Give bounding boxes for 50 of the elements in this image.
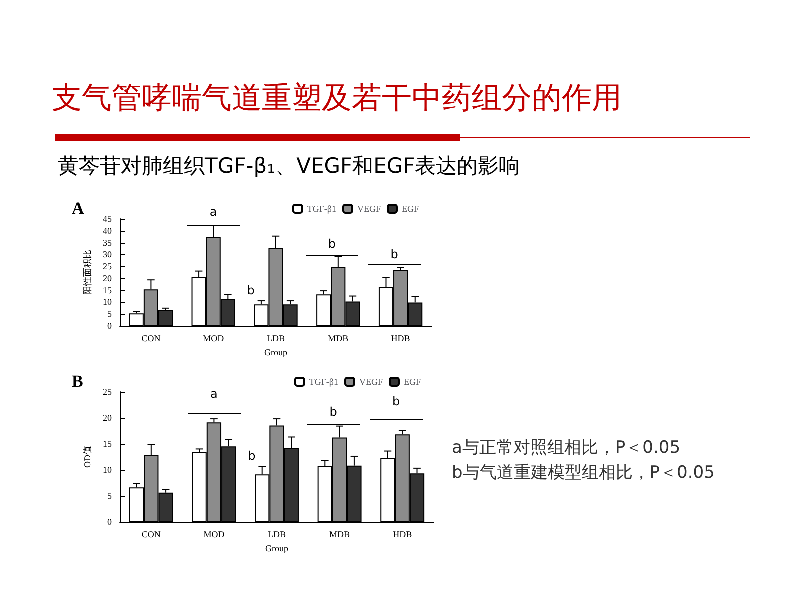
x-tick-label: CON bbox=[142, 530, 162, 540]
text: B bbox=[72, 372, 84, 392]
y-axis-title: OD值 bbox=[82, 446, 93, 468]
y-tick-label: 20 bbox=[103, 413, 112, 423]
y-tick-label: 5 bbox=[108, 491, 112, 501]
x-tick-label: MDB bbox=[330, 530, 350, 540]
y-tick-label: 45 bbox=[103, 214, 112, 224]
text: A bbox=[72, 199, 84, 219]
legend-label: VEGF bbox=[357, 204, 382, 214]
annotation: b bbox=[248, 449, 256, 464]
text: a bbox=[210, 204, 218, 219]
annotation: b bbox=[390, 248, 398, 262]
y-tick-label: 30 bbox=[103, 250, 112, 260]
legend-label: EGF bbox=[402, 204, 420, 214]
x-tick-label: MOD bbox=[203, 334, 225, 344]
x-tick-label: MOD bbox=[204, 530, 226, 540]
x-tick-label: LDB bbox=[268, 530, 286, 540]
legend-label: TGF-β1 bbox=[307, 204, 337, 214]
y-tick-label: 10 bbox=[103, 465, 112, 475]
x-tick-label: HDB bbox=[393, 530, 412, 540]
y-tick-label: 15 bbox=[103, 439, 112, 449]
annotation: b bbox=[328, 236, 336, 251]
y-tick-label: 10 bbox=[103, 297, 112, 308]
y-tick-label: 40 bbox=[103, 226, 112, 236]
y-tick-label: 15 bbox=[103, 285, 112, 296]
legend-label: VEGF bbox=[359, 377, 384, 387]
y-tick-label: 0 bbox=[108, 321, 112, 331]
x-axis-title: Group bbox=[266, 544, 289, 554]
x-tick-label: CON bbox=[142, 334, 162, 344]
x-tick-label: HDB bbox=[391, 334, 410, 344]
y-tick-label: 5 bbox=[108, 309, 112, 320]
legend-label: TGF-β1 bbox=[309, 377, 339, 387]
x-tick-label: LDB bbox=[267, 334, 285, 344]
x-axis-title: Group bbox=[264, 348, 288, 358]
y-axis-title: 阳性面积比 bbox=[82, 250, 93, 295]
y-tick-label: 25 bbox=[103, 387, 112, 397]
annotation: b bbox=[330, 405, 338, 419]
chart-title: 支气管哮喘气道重塑及若干中药组分的作用 bbox=[52, 80, 622, 118]
y-tick-label: 20 bbox=[103, 273, 112, 284]
annotation: a bbox=[210, 386, 218, 401]
y-tick-label: 25 bbox=[103, 262, 112, 272]
text: b与气道重建模型组相比，P＜0.05 bbox=[452, 462, 716, 485]
x-tick-label: MDB bbox=[328, 334, 349, 344]
chart-subtitle: 黄芩苷对肺组织TGF-β₁、VEGF和EGF表达的影响 bbox=[58, 153, 520, 180]
legend-label: EGF bbox=[404, 377, 422, 387]
annotation: b bbox=[392, 394, 400, 409]
text: a与正常对照组相比，P＜0.05 bbox=[452, 437, 682, 460]
annotation: b bbox=[247, 283, 255, 298]
y-tick-label: 0 bbox=[108, 517, 112, 527]
y-tick-label: 35 bbox=[103, 238, 112, 248]
